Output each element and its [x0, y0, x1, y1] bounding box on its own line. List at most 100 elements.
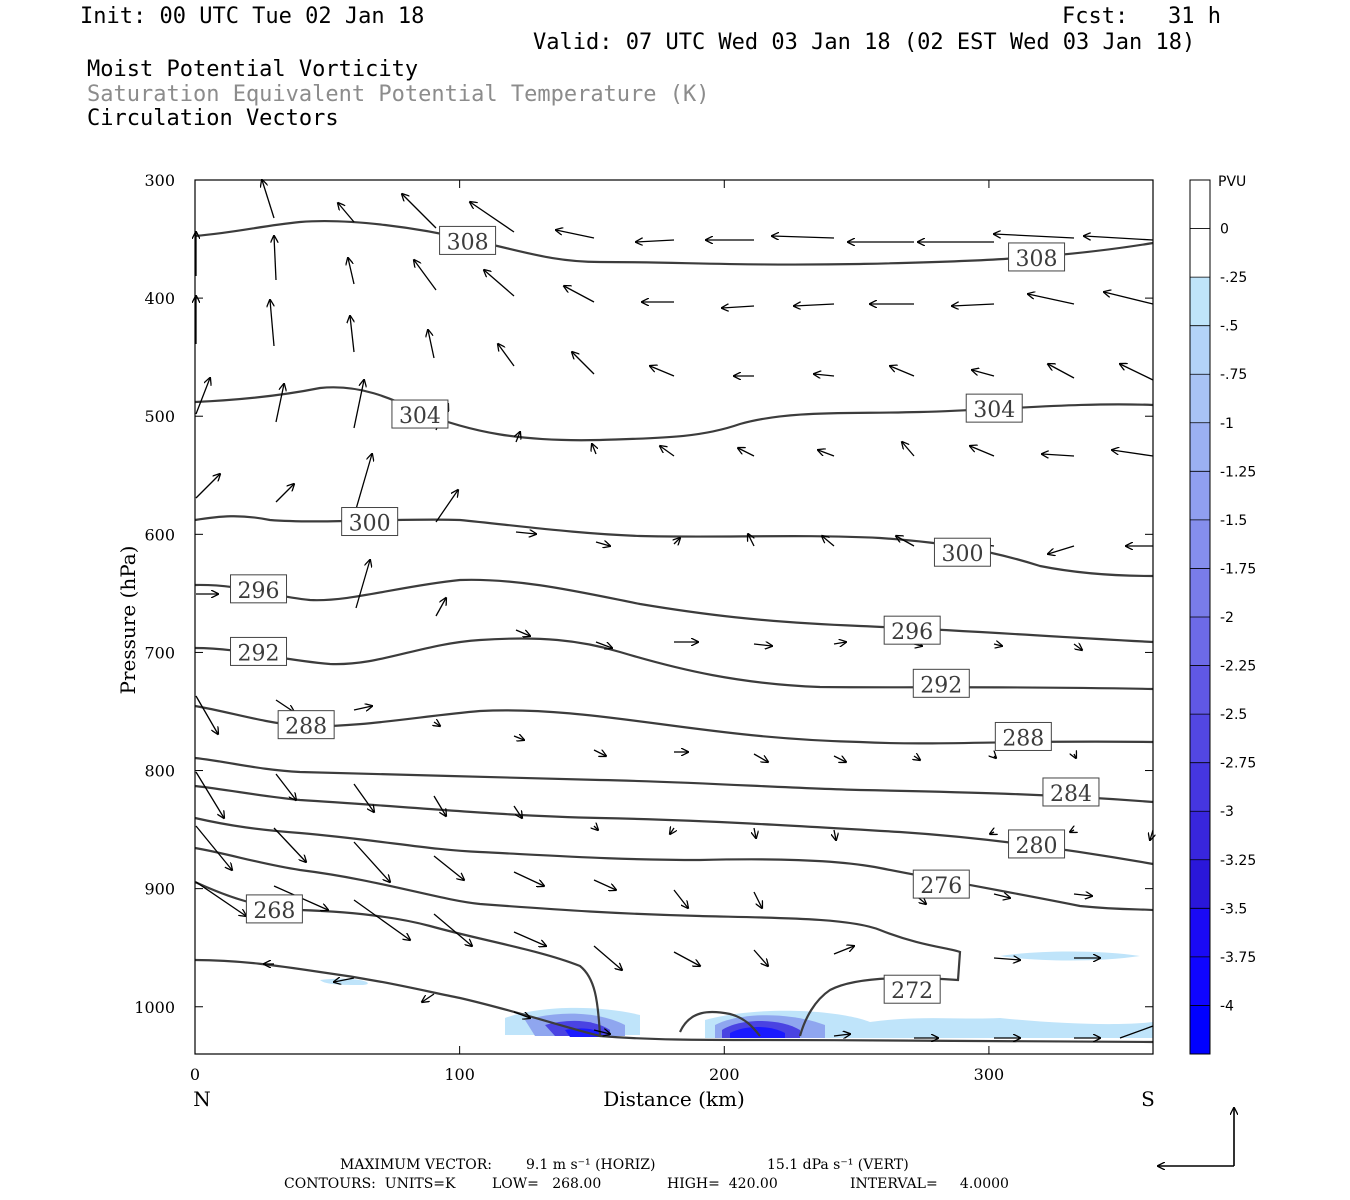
vector: [833, 946, 854, 955]
vector: [515, 629, 530, 636]
vector: [564, 286, 595, 303]
colorbar-segment: [1190, 277, 1210, 327]
colorbar-label: -.25: [1220, 270, 1247, 286]
colorbar-label: -1.25: [1220, 464, 1256, 480]
contour-label-box: [230, 574, 288, 604]
vector: [348, 258, 355, 285]
vector: [650, 366, 675, 377]
vector: [896, 536, 915, 547]
y-tick-label: 400: [144, 289, 175, 308]
vector: [275, 484, 294, 503]
vector: [195, 771, 224, 818]
vector: [513, 871, 544, 886]
reference-vector: [1158, 1108, 1234, 1166]
vector: [674, 538, 680, 544]
vector: [470, 202, 515, 233]
colorbar-segment: [1190, 665, 1210, 715]
contour-label: 296: [238, 579, 280, 604]
contour-label: 304: [399, 404, 441, 429]
vector: [513, 1011, 530, 1018]
colorbar-label: -2.75: [1220, 756, 1256, 772]
vector: [794, 304, 835, 306]
vector: [1028, 294, 1075, 305]
contour-284: [194, 756, 1154, 804]
vector: [428, 330, 435, 359]
vector: [434, 722, 440, 726]
vector: [556, 230, 595, 239]
colorbar-label: -.5: [1220, 319, 1238, 335]
colorbar-label: -2.5: [1220, 707, 1247, 723]
vector: [402, 194, 437, 229]
colorbar-segment: [1190, 859, 1210, 909]
colorbar-label: -1: [1220, 416, 1234, 432]
x-axis-title: Distance (km): [603, 1087, 745, 1111]
contour-272: [194, 846, 962, 1037]
vector: [592, 444, 596, 455]
vector: [273, 827, 306, 862]
vector: [275, 773, 296, 800]
vector: [1112, 450, 1154, 457]
y-tick-label: 1000: [134, 998, 175, 1017]
vector: [513, 931, 546, 946]
contour-296: [194, 578, 1154, 644]
vector: [594, 826, 598, 830]
forecast-hour: Fcst: 31 h: [1062, 4, 1221, 29]
vector: [275, 384, 284, 423]
contour-label-box: [1008, 829, 1066, 859]
vector: [990, 832, 994, 834]
vector: [593, 945, 622, 970]
contours-interval: INTERVAL= 4.0000: [850, 1176, 1009, 1192]
vector: [353, 454, 372, 517]
colorbar-segment: [1190, 714, 1210, 764]
vector: [753, 753, 768, 762]
contour-label-box: [912, 668, 970, 698]
colorbar-label: -4: [1220, 998, 1234, 1014]
vector: [595, 542, 610, 546]
contours-high: HIGH= 420.00: [667, 1176, 778, 1192]
contour-label-box: [439, 225, 497, 255]
vector: [195, 695, 218, 734]
colorbar-segment: [1190, 811, 1210, 861]
contour-label: 292: [920, 673, 962, 698]
x-tick-label: 300: [974, 1065, 1005, 1084]
vector: [484, 270, 515, 297]
vector: [833, 642, 846, 644]
vector: [753, 644, 772, 646]
contour-label-box: [994, 721, 1052, 751]
vector: [334, 978, 355, 982]
contour-label: 292: [238, 641, 280, 666]
contour-label-box: [965, 393, 1023, 423]
colorbar-label: -3.5: [1220, 901, 1247, 917]
max-vector-vert: 15.1 dPa s⁻¹ (VERT): [767, 1157, 909, 1173]
vector: [353, 380, 364, 429]
x-tick-label: 0: [190, 1065, 200, 1084]
vector: [353, 783, 374, 812]
y-tick-label: 700: [144, 643, 175, 662]
vector: [595, 641, 612, 648]
vector: [433, 855, 464, 880]
vector: [670, 828, 674, 834]
vector: [515, 532, 536, 534]
pv-colorbar: 0 -.25 -.5 -.75 -1 -1.25 -1.5 -1.75 -2 -2.25 -2.5 -…: [1189, 179, 1256, 1055]
vector: [833, 1034, 850, 1036]
vector: [435, 490, 458, 523]
vector: [833, 756, 846, 762]
vector: [1120, 364, 1154, 381]
vector: [195, 881, 246, 916]
init-time: Init: 00 UTC Tue 02 Jan 18: [80, 4, 425, 29]
field-title-vectors: Circulation Vectors: [87, 106, 339, 131]
y-tick-label: 500: [144, 407, 175, 426]
vector: [722, 306, 755, 308]
field-title-theta-es: Saturation Equivalent Potential Temperat…: [87, 82, 710, 107]
vector: [994, 234, 1075, 239]
contours-low: LOW= 268.00: [492, 1176, 602, 1192]
colorbar-segment: [1190, 568, 1210, 618]
vector: [422, 993, 435, 1002]
terrain-line: [194, 958, 1154, 1044]
x-axis: 0 100 200 300: [190, 180, 1004, 1084]
contour-label: 308: [447, 230, 489, 255]
vector: [275, 699, 294, 712]
vector: [993, 958, 1020, 960]
max-vector-label: MAXIMUM VECTOR:: [340, 1157, 492, 1173]
